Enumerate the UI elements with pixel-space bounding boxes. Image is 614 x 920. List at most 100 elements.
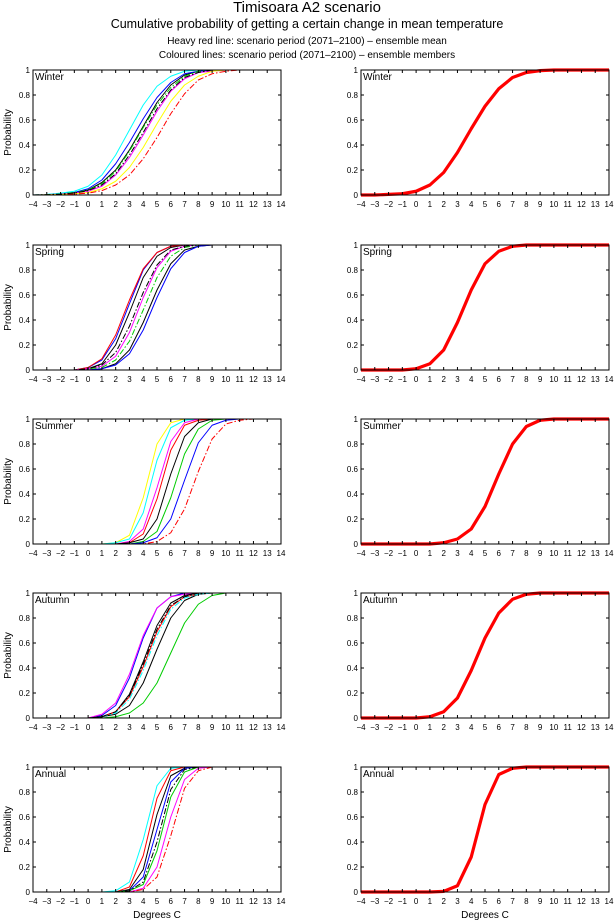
x-tick-label: 11: [564, 897, 573, 906]
x-tick-label: 12: [577, 723, 586, 732]
ensemble-member-line-4: [32, 69, 281, 196]
y-tick-label: 0.6: [19, 639, 31, 648]
plot-frame: [32, 418, 282, 545]
y-tick-label: 0.2: [19, 166, 31, 175]
ensemble-mean-line: [361, 68, 609, 197]
y-tick-label: 0: [26, 191, 31, 200]
x-tick-label: 5: [483, 549, 488, 558]
x-tick-label: −4: [28, 723, 38, 732]
y-tick-label: 0.2: [19, 341, 31, 350]
y-tick-label: 0.6: [347, 465, 359, 474]
x-tick-label: 0: [414, 375, 419, 384]
x-tick-label: 13: [591, 897, 600, 906]
x-tick-label: −1: [70, 375, 80, 384]
x-tick-label: 2: [113, 549, 118, 558]
x-tick-label: −4: [28, 375, 38, 384]
x-tick-label: 2: [441, 723, 446, 732]
ensemble-mean-line: [361, 417, 609, 546]
x-tick-label: 4: [469, 375, 474, 384]
ensemble-mean-line: [361, 765, 609, 894]
x-tick-label: −3: [42, 549, 52, 558]
x-tick-label: −4: [356, 375, 366, 384]
ensemble-member-line-3: [33, 418, 281, 545]
x-tick-label: −4: [356, 549, 366, 558]
x-tick-label: 13: [591, 549, 600, 558]
x-tick-label: −1: [398, 897, 408, 906]
y-tick-label: 0.6: [347, 116, 359, 125]
plot-frame: [32, 69, 282, 196]
x-tick-label: 6: [169, 375, 174, 384]
x-tick-label: 6: [497, 200, 502, 209]
x-tick-label: 12: [249, 375, 258, 384]
x-tick-label: 10: [549, 549, 558, 558]
x-tick-label: 8: [196, 200, 201, 209]
x-tick-label: 5: [483, 723, 488, 732]
ensemble-member-line-7: [33, 418, 281, 545]
ensemble-member-line-3: [32, 69, 281, 196]
y-tick-label: 1: [26, 415, 31, 424]
x-tick-label: 9: [210, 549, 215, 558]
y-tick-label: 0: [26, 888, 31, 897]
x-tick-label: 11: [564, 375, 573, 384]
ensemble-member-line-8: [33, 244, 281, 371]
x-tick-label: 14: [605, 897, 614, 906]
x-tick-label: −1: [70, 200, 80, 209]
y-tick-label: 0.4: [347, 141, 359, 150]
y-axis-label: Probability: [3, 109, 14, 156]
x-tick-label: −2: [56, 375, 66, 384]
y-tick-label: 1: [354, 763, 359, 772]
x-tick-label: 0: [414, 723, 419, 732]
x-tick-label: 14: [277, 200, 286, 209]
x-tick-label: 14: [277, 375, 286, 384]
season-label: Summer: [35, 421, 73, 432]
ensemble-member-line-6: [33, 418, 281, 545]
y-tick-label: 0.2: [19, 515, 31, 524]
x-tick-label: −4: [356, 200, 366, 209]
y-tick-label: 1: [26, 589, 31, 598]
x-tick-label: 12: [577, 375, 586, 384]
season-label: Spring: [35, 247, 64, 258]
x-tick-label: 9: [210, 897, 215, 906]
panel-autumn-members: −4 −3 −2 −1 0 1 2 3 4 5 6 7 8 9 10 11 12 13 1400.20.40.60.…: [3, 589, 286, 732]
y-tick-label: 0.4: [347, 316, 359, 325]
x-tick-label: 4: [469, 200, 474, 209]
y-axis-label: Probability: [3, 632, 14, 679]
ensemble-member-line-6: [33, 592, 281, 719]
x-tick-label: 5: [483, 897, 488, 906]
x-tick-label: 4: [141, 723, 146, 732]
ensemble-member-line-2: [33, 592, 281, 719]
x-tick-label: 9: [538, 375, 543, 384]
x-tick-label: −3: [370, 897, 380, 906]
x-tick-label: 8: [196, 897, 201, 906]
x-tick-label: 8: [524, 897, 529, 906]
x-tick-label: 5: [483, 200, 488, 209]
y-tick-label: 0.4: [19, 838, 31, 847]
x-tick-label: 2: [441, 375, 446, 384]
x-tick-label: 1: [428, 200, 433, 209]
x-tick-label: 4: [141, 200, 146, 209]
x-tick-label: 7: [182, 375, 187, 384]
season-label: Winter: [363, 72, 393, 83]
x-tick-label: −3: [42, 723, 52, 732]
x-tick-label: 12: [249, 200, 258, 209]
x-tick-label: −4: [28, 200, 38, 209]
x-tick-label: 14: [605, 549, 614, 558]
x-tick-label: 2: [441, 200, 446, 209]
x-tick-label: 2: [113, 723, 118, 732]
ensemble-member-line-4: [33, 592, 281, 719]
x-tick-label: −1: [70, 897, 80, 906]
x-tick-label: 3: [455, 723, 460, 732]
panel-annual-members: −4 −3 −2 −1 0 1 2 3 4 5 6 7 8 9 10 11 12 13 1400.20.40.60.…: [3, 763, 286, 920]
y-tick-label: 0.2: [347, 515, 359, 524]
x-tick-label: 12: [249, 549, 258, 558]
x-tick-label: 8: [524, 375, 529, 384]
x-tick-label: 14: [605, 375, 614, 384]
figure-subtitle: Cumulative probability of getting a cert…: [110, 17, 504, 31]
panel-winter-members: −4 −3 −2 −1 0 1 2 3 4 5 6 7 8 9 10 11 12 13 1400.20.40.60.…: [3, 66, 286, 209]
y-tick-label: 1: [354, 241, 359, 250]
x-tick-label: 2: [113, 200, 118, 209]
ensemble-mean-line: [361, 243, 609, 372]
x-tick-label: 4: [141, 549, 146, 558]
panel-summer-members: −4 −3 −2 −1 0 1 2 3 4 5 6 7 8 9 10 11 12 13 1400.20.40.60.…: [3, 415, 286, 558]
y-tick-label: 0: [26, 714, 31, 723]
